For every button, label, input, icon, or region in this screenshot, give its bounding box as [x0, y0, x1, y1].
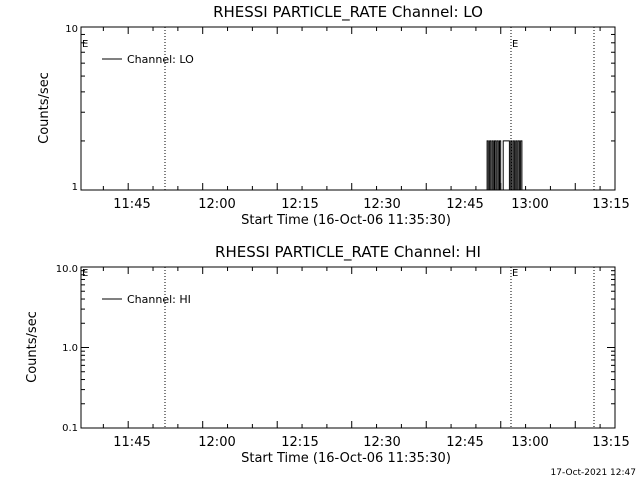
panel-hi-x-tick-label: 13:00	[511, 435, 548, 450]
panel-lo-x-tick-label: 13:15	[592, 197, 629, 212]
panel-lo-x-tick-label: 12:00	[198, 197, 235, 212]
footer-timestamp: 17-Oct-2021 12:47	[551, 468, 636, 478]
panel-lo-y-tick-label-top: 10	[65, 24, 78, 35]
panel-hi-x-tick-label: 13:15	[592, 435, 629, 450]
series-line-lo	[485, 140, 524, 191]
panel-hi-x-tick-label: 12:30	[363, 435, 400, 450]
panel-lo: RHESSI PARTICLE_RATE Channel: LO Counts/…	[37, 3, 630, 228]
panel-lo-event-marker: E	[512, 39, 518, 50]
panel-hi-y-tick-label: 1.0	[62, 343, 78, 354]
panel-lo-x-tick-label: 12:45	[446, 197, 483, 212]
panel-lo-x-axis-label: Start Time (16-Oct-06 11:35:30)	[241, 213, 451, 228]
panel-lo-x-ticks	[102, 27, 601, 190]
panel-hi-title: RHESSI PARTICLE_RATE Channel: HI	[215, 243, 481, 262]
panel-hi-x-ticks	[102, 267, 601, 428]
panel-lo-plot-frame	[80, 26, 616, 191]
panel-hi-event-marker: E	[512, 268, 518, 279]
panel-hi-x-tick-label: 12:15	[281, 435, 318, 450]
panel-lo-x-tick-label: 12:15	[281, 197, 318, 212]
panel-lo-title: RHESSI PARTICLE_RATE Channel: LO	[213, 3, 483, 22]
panel-lo-y-minor-ticks	[81, 26, 615, 191]
panel-lo-x-tick-label: 12:30	[363, 197, 400, 212]
panel-hi-y-tick-label: 10.0	[56, 264, 78, 275]
panel-lo-legend-label: Channel: LO	[127, 53, 194, 66]
panel-lo-event-marker: E	[82, 39, 88, 50]
panel-hi-x-tick-label: 12:00	[198, 435, 235, 450]
panel-lo-y-tick-label-bottom: 1	[72, 182, 78, 193]
panel-hi-y-axis-label: Counts/sec	[25, 311, 40, 383]
panel-hi-x-tick-label: 12:45	[446, 435, 483, 450]
panel-hi-x-tick-label: 11:45	[113, 435, 150, 450]
panel-lo-x-tick-label: 11:45	[113, 197, 150, 212]
panel-hi-event-marker: E	[82, 268, 88, 279]
panel-hi-y-minor-ticks	[81, 266, 615, 429]
panel-hi-legend-label: Channel: HI	[127, 293, 191, 306]
panel-hi-x-axis-label: Start Time (16-Oct-06 11:35:30)	[241, 451, 451, 466]
panel-hi-y-tick-label: 0.1	[62, 423, 78, 434]
panel-lo-y-axis-label: Counts/sec	[37, 72, 52, 144]
panel-lo-series	[485, 140, 524, 191]
panel-lo-x-tick-label: 13:00	[511, 197, 548, 212]
panel-hi: RHESSI PARTICLE_RATE Channel: HI Counts/…	[25, 243, 630, 466]
